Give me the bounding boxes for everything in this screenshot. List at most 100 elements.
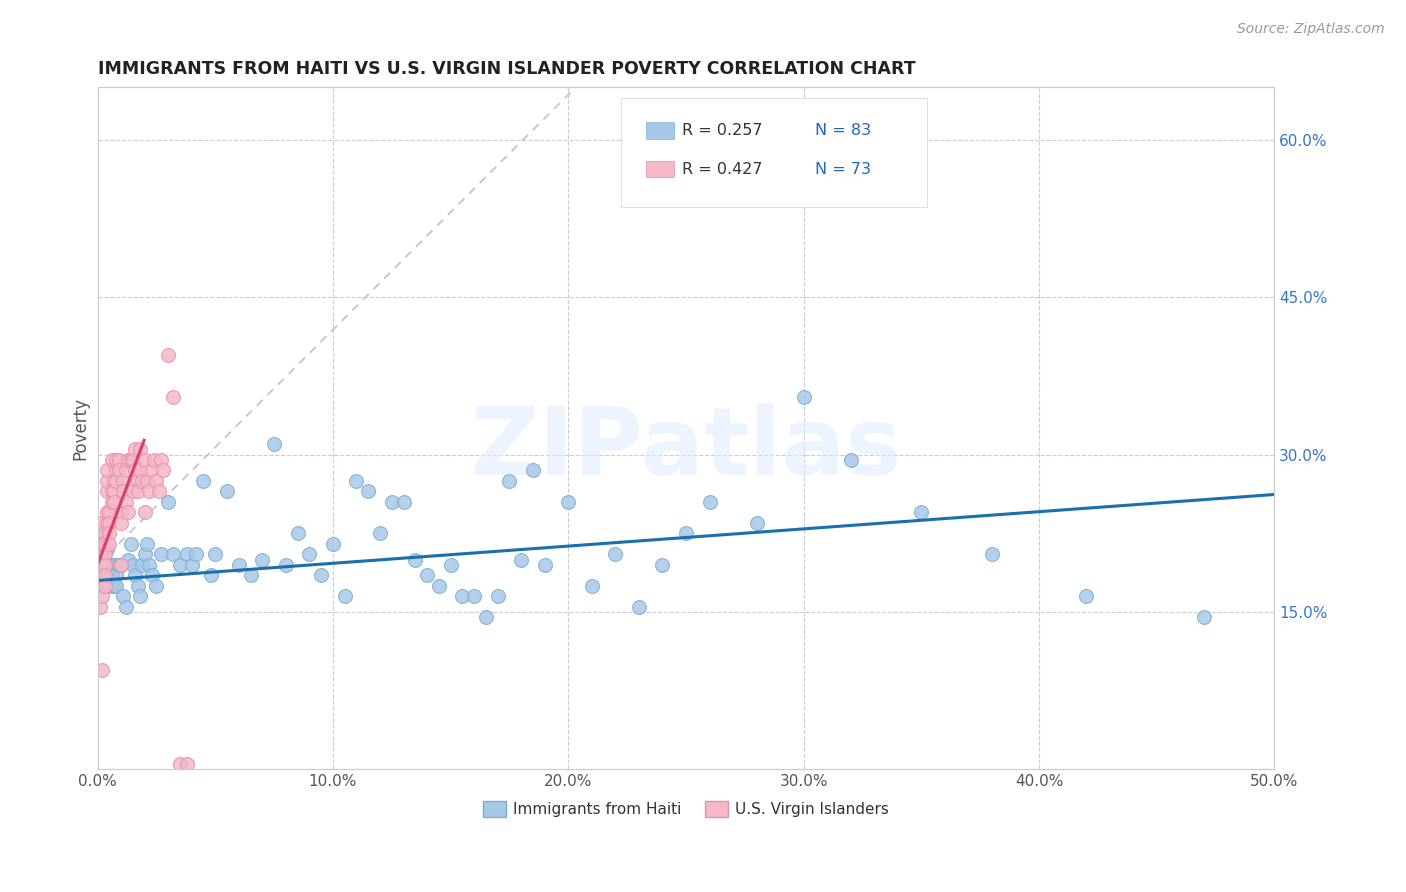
Point	[107, 463, 129, 477]
Point	[274, 558, 297, 572]
Point	[150, 547, 173, 561]
Point	[93, 568, 115, 582]
Point	[839, 453, 862, 467]
Point	[557, 495, 579, 509]
Point	[134, 453, 156, 467]
Point	[103, 579, 125, 593]
Point	[392, 495, 415, 509]
Point	[105, 474, 128, 488]
Text: N = 83: N = 83	[815, 123, 872, 138]
Point	[89, 537, 111, 551]
Point	[333, 589, 356, 603]
Point	[103, 474, 125, 488]
Point	[287, 526, 309, 541]
Point	[112, 484, 135, 499]
Point	[89, 558, 111, 572]
Point	[322, 537, 344, 551]
Point	[215, 484, 238, 499]
Point	[252, 552, 274, 566]
Point	[157, 348, 180, 362]
Point	[627, 599, 650, 614]
Point	[96, 505, 118, 519]
Point	[138, 558, 160, 572]
Point	[127, 579, 149, 593]
Point	[910, 505, 932, 519]
Point	[439, 558, 461, 572]
Point	[309, 568, 332, 582]
Point	[793, 390, 815, 404]
Point	[239, 568, 262, 582]
Point	[89, 552, 111, 566]
Point	[605, 547, 627, 561]
Point	[510, 552, 533, 566]
Text: IMMIGRANTS FROM HAITI VS U.S. VIRGIN ISLANDER POVERTY CORRELATION CHART: IMMIGRANTS FROM HAITI VS U.S. VIRGIN ISL…	[97, 60, 915, 78]
Point	[89, 516, 111, 530]
Point	[404, 552, 426, 566]
Point	[107, 453, 129, 467]
Point	[96, 484, 118, 499]
Point	[581, 579, 603, 593]
Point	[96, 474, 118, 488]
Point	[157, 495, 180, 509]
Point	[103, 558, 125, 572]
Point	[107, 558, 129, 572]
Point	[91, 568, 114, 582]
Point	[169, 558, 191, 572]
Point	[204, 547, 226, 561]
Point	[136, 537, 159, 551]
Point	[98, 505, 121, 519]
Point	[651, 558, 673, 572]
Point	[114, 495, 136, 509]
Point	[110, 558, 132, 572]
Point	[451, 589, 474, 603]
Point	[96, 541, 118, 556]
Point	[93, 579, 115, 593]
Point	[105, 463, 128, 477]
Point	[1074, 589, 1097, 603]
Point	[91, 589, 114, 603]
Point	[98, 579, 121, 593]
Point	[162, 547, 184, 561]
Point	[110, 516, 132, 530]
Point	[346, 474, 368, 488]
Point	[91, 537, 114, 551]
Point	[100, 453, 122, 467]
Point	[141, 568, 163, 582]
Point	[475, 610, 498, 624]
Point	[110, 558, 132, 572]
Point	[122, 484, 145, 499]
Point	[186, 547, 208, 561]
Point	[357, 484, 380, 499]
Point	[122, 453, 145, 467]
Point	[176, 757, 198, 772]
Point	[162, 390, 184, 404]
Point	[91, 663, 114, 677]
Point	[93, 547, 115, 561]
Point	[124, 463, 146, 477]
Point	[298, 547, 321, 561]
Point	[134, 547, 156, 561]
Point	[93, 558, 115, 572]
Point	[117, 552, 139, 566]
Point	[105, 579, 128, 593]
Point	[143, 453, 166, 467]
Point	[114, 463, 136, 477]
Point	[134, 505, 156, 519]
Point	[129, 463, 152, 477]
Point	[114, 599, 136, 614]
Point	[522, 463, 544, 477]
Point	[100, 495, 122, 509]
Point	[89, 526, 111, 541]
Point	[91, 579, 114, 593]
FancyBboxPatch shape	[645, 161, 675, 178]
Point	[193, 474, 215, 488]
Point	[91, 568, 114, 582]
Point	[122, 558, 145, 572]
Point	[91, 558, 114, 572]
Point	[93, 537, 115, 551]
Point	[100, 558, 122, 572]
Point	[463, 589, 485, 603]
Point	[498, 474, 520, 488]
Point	[96, 574, 118, 588]
Point	[152, 463, 174, 477]
